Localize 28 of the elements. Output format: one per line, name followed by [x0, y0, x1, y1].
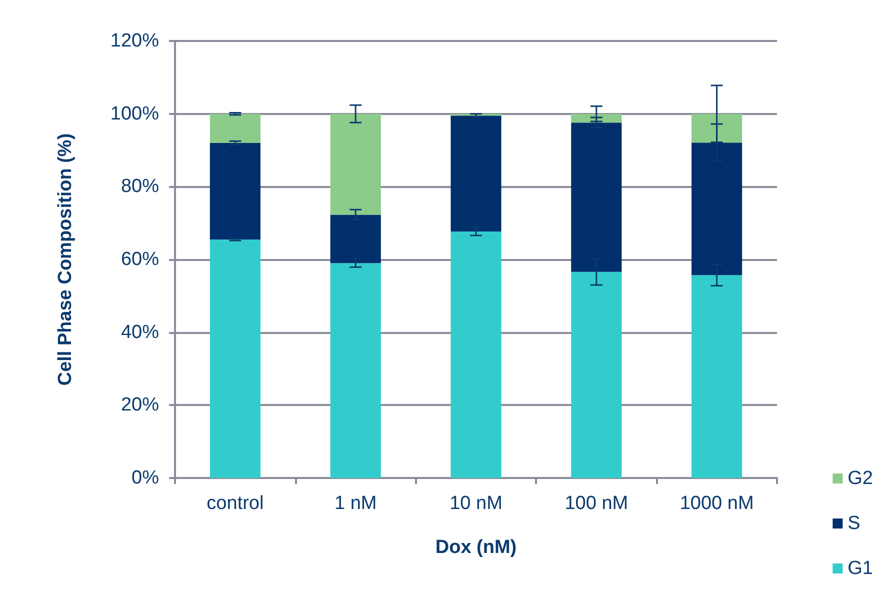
bar: [210, 239, 260, 478]
bar: [692, 114, 742, 143]
x-tick-label: 1000 nM: [680, 493, 754, 514]
bar: [450, 116, 502, 232]
bar: [692, 275, 742, 478]
x-tick-label: 1 nM: [334, 493, 377, 514]
bar: [210, 114, 260, 143]
y-tick-label: 0%: [132, 468, 160, 488]
y-tick-label: 100%: [110, 103, 160, 124]
y-tick-label: 40%: [120, 322, 160, 343]
y-tick-label: 120%: [110, 30, 160, 52]
x-tick-label: 100 nM: [564, 493, 628, 514]
bar: [330, 214, 381, 264]
x-tick-label: 10 nM: [450, 493, 502, 514]
bar: [330, 263, 381, 478]
y-tick-label: 20%: [120, 394, 160, 416]
x-axis-title: Dox (nM): [435, 537, 517, 558]
bar: [450, 231, 502, 478]
x-tick-label: control: [206, 493, 264, 514]
bar: [210, 142, 260, 240]
bar: [330, 114, 381, 215]
bar: [571, 272, 622, 478]
legend-label: G2: [848, 468, 874, 489]
y-tick-label: 80%: [120, 176, 160, 198]
y-tick-label: 60%: [120, 249, 160, 270]
legend-label: S: [848, 513, 860, 534]
legend-label: G1: [848, 558, 874, 579]
y-axis-title: Cell Phase Composition (%): [55, 133, 76, 386]
